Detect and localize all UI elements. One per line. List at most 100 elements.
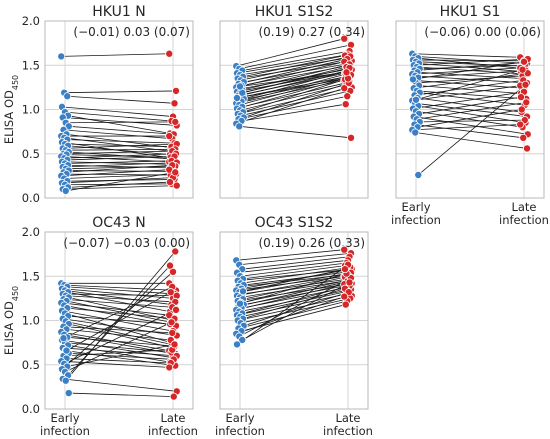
pair-line: [417, 84, 526, 176]
pair-line: [67, 265, 171, 376]
pair-line: [67, 139, 175, 144]
panel-title: OC43 N: [92, 215, 146, 231]
pair-line: [67, 291, 171, 313]
pair-line: [68, 125, 174, 135]
pair-line: [67, 181, 171, 188]
pair-line: [239, 277, 352, 337]
pair-line: [242, 67, 350, 94]
early-point: [63, 92, 72, 101]
pair-line: [67, 307, 175, 320]
pair-line: [418, 105, 526, 124]
pair-line: [64, 321, 172, 373]
y-tick-label: 0.5: [22, 147, 40, 161]
late-point: [345, 278, 354, 287]
panel-annotation: (0.19) 0.26 (0.33): [258, 236, 365, 250]
pair-line: [67, 344, 171, 363]
early-point: [61, 376, 70, 385]
pair-line: [240, 56, 351, 81]
late-point: [341, 300, 350, 309]
pair-line: [236, 61, 345, 88]
pair-line: [414, 62, 524, 71]
pair-line: [242, 81, 350, 108]
pair-line: [415, 56, 528, 64]
late-point: [165, 132, 174, 141]
pair-line: [67, 336, 175, 347]
pair-line: [236, 249, 345, 261]
pair-line: [242, 63, 350, 91]
late-point: [169, 392, 178, 401]
pair-line: [237, 268, 352, 282]
pair-line: [416, 102, 527, 120]
x-tick-label: infection: [148, 424, 198, 438]
pair-line: [67, 156, 175, 161]
pair-line: [236, 290, 349, 316]
late-point: [167, 318, 176, 327]
pair-line: [64, 309, 177, 365]
pair-line: [236, 78, 349, 99]
panel-title: HKU1 S1: [440, 4, 501, 20]
early-point: [64, 389, 73, 398]
late-point: [519, 133, 528, 142]
panel-1: HKU1 N (−0.01) 0.03 (0.07) 0.0 0.5 1.0 1.5 2.0…: [2, 4, 194, 205]
x-tick-label: infection: [40, 424, 90, 438]
pair-line: [414, 124, 524, 139]
x-tick-label: Late: [160, 411, 185, 425]
y-tick-label: 1.0: [22, 314, 40, 328]
pair-line: [242, 282, 350, 341]
late-point: [522, 98, 531, 107]
pair-line: [64, 183, 172, 186]
late-point: [340, 34, 349, 43]
panel-4: OC43 N (−0.07) −0.03 (0.00) 0.0 0.5 1.0 1.5 2.…: [2, 215, 198, 438]
early-point: [238, 335, 247, 344]
late-point: [172, 181, 181, 190]
pair-line: [413, 58, 528, 66]
pair-line: [64, 153, 177, 159]
pair-line: [237, 60, 352, 79]
pair-line: [64, 173, 177, 179]
pair-line: [63, 349, 173, 357]
late-point: [340, 292, 349, 301]
pair-line: [418, 70, 526, 79]
pair-line: [236, 87, 345, 125]
pair-line: [415, 132, 528, 149]
pair-line: [65, 320, 176, 346]
pair-line: [239, 293, 347, 318]
pair-line: [61, 169, 170, 177]
pair-line: [413, 116, 528, 135]
late-point: [341, 100, 350, 109]
late-point: [342, 68, 351, 77]
pair-line: [239, 273, 347, 305]
late-point: [517, 93, 526, 102]
late-point: [340, 265, 349, 274]
early-point: [411, 128, 420, 137]
pair-line: [236, 77, 349, 110]
pair-line: [243, 291, 349, 327]
pair-line: [63, 326, 173, 334]
x-tick-label: infection: [499, 213, 549, 227]
pair-line: [63, 164, 173, 173]
pair-line: [242, 256, 350, 270]
pair-line: [241, 304, 346, 332]
pair-line: [65, 148, 176, 151]
pair-line: [236, 54, 349, 74]
pair-line: [239, 71, 347, 87]
pair-line: [242, 265, 346, 280]
y-tick-label: 1.0: [22, 103, 40, 117]
pair-line: [236, 283, 345, 311]
early-point: [411, 95, 420, 104]
pair-line: [66, 300, 171, 323]
pair-line: [243, 82, 349, 118]
x-tick-label: Late: [511, 200, 536, 214]
pair-line: [239, 252, 352, 266]
pair-line: [65, 350, 176, 367]
x-tick-label: Early: [401, 200, 430, 214]
early-point: [414, 170, 423, 179]
pair-line: [62, 162, 177, 168]
pair-line: [65, 251, 176, 381]
panel-3: HKU1 S1(−0.06) 0.00 (0.06)Earlyinfection…: [391, 4, 549, 227]
panel-frame: [395, 20, 545, 199]
pair-line: [67, 286, 175, 295]
pair-line: [240, 279, 351, 304]
pair-line: [238, 95, 348, 120]
